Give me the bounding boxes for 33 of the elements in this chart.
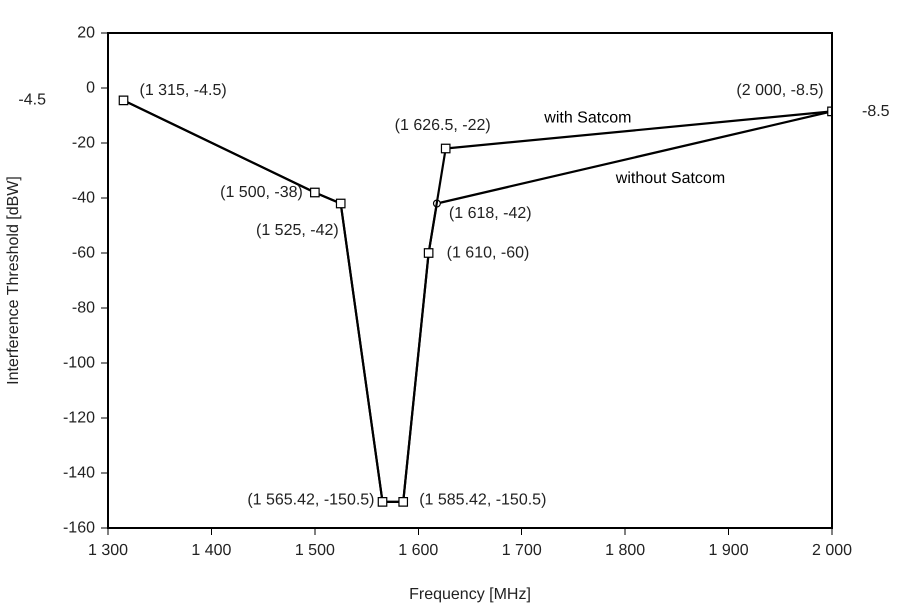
y-tick-label: -160	[62, 519, 96, 536]
x-tick-label: 1 500	[294, 542, 335, 560]
x-tick-label: 1 900	[708, 542, 749, 560]
y-axis-title: Interference Threshold [dBW]	[5, 176, 22, 385]
annotation: (1 585.42, -150.5)	[419, 491, 546, 508]
x-tick-label: 1 800	[605, 542, 646, 560]
x-tick-label: 2 000	[812, 542, 852, 560]
y-tick-label: 0	[86, 79, 96, 96]
series-label: without Satcom	[614, 170, 726, 187]
annotation: (1 525, -42)	[256, 222, 339, 239]
annotation: -8.5	[862, 102, 890, 120]
text: -4.5	[18, 91, 46, 108]
annotation: (1 500, -38)	[220, 184, 303, 201]
y-tick-label: -140	[62, 464, 96, 482]
annotation: (2 000, -8.5)	[736, 82, 824, 99]
annotation: (1 626.5, -22)	[394, 116, 491, 134]
y-tick-label: -120	[62, 409, 96, 426]
y-tick-label: -80	[72, 299, 96, 316]
x-axis-title: Frequency [MHz]	[409, 586, 531, 603]
annotation: (1 618, -42)	[448, 204, 532, 222]
y-tick-label: 20	[77, 24, 96, 42]
y-tick-label: -60	[72, 244, 96, 262]
y-tick-label: -100	[62, 354, 96, 372]
series-label: with Satcom	[543, 109, 632, 126]
annotation: (1 315, -4.5)	[140, 82, 227, 99]
y-tick-label: -40	[72, 189, 96, 206]
annotation: (1 610, -60)	[446, 244, 530, 262]
x-tick-label: 1 300	[88, 542, 128, 560]
x-tick-label: 1 400	[191, 542, 232, 560]
x-tick-label: 1 700	[502, 542, 542, 560]
y-tick-label: -20	[72, 134, 96, 152]
annotation: (1 565.42, -150.5)	[247, 491, 375, 508]
x-tick-label: 1 600	[398, 542, 438, 560]
